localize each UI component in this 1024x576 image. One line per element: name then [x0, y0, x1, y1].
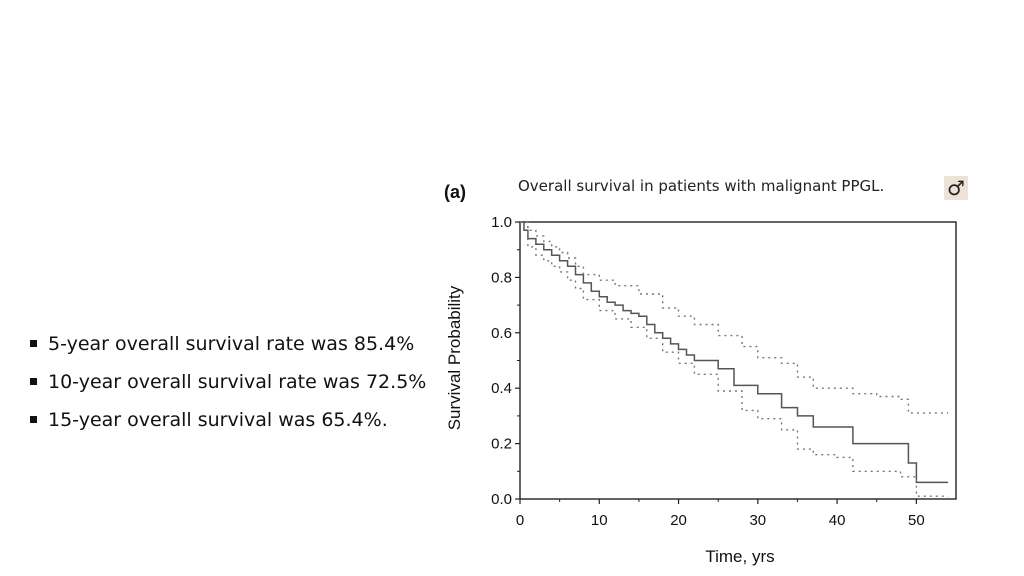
bullet-item-10-year: 10-year overall survival rate was 72.5%	[28, 368, 426, 406]
y-tick-label-2: 0.4	[491, 380, 512, 397]
panel-label: (a)	[444, 182, 466, 202]
y-axis-label: Survival Probability	[445, 285, 464, 430]
bullet-item-5-year: 5-year overall survival rate was 85.4%	[28, 330, 426, 368]
bullet-text: 5-year overall survival rate was 85.4%	[48, 333, 415, 355]
x-tick-label-0: 0	[516, 512, 524, 529]
square-bullet-icon	[30, 340, 37, 347]
chart-title: Overall survival in patients with malign…	[518, 177, 884, 195]
plot-frame	[519, 221, 957, 500]
male-symbol-icon: ♂	[947, 176, 965, 200]
bullet-list: 5-year overall survival rate was 85.4% 1…	[28, 330, 426, 444]
y-tick-label-5: 1.0	[491, 214, 512, 231]
square-bullet-icon	[30, 378, 37, 385]
x-tick-label-2: 20	[670, 512, 687, 529]
lower-ci-curve	[520, 221, 949, 497]
y-tick-label-3: 0.6	[491, 325, 512, 342]
bullet-text: 10-year overall survival rate was 72.5%	[48, 371, 427, 393]
x-tick-label-5: 50	[908, 512, 925, 529]
x-axis-label: Time, yrs	[705, 547, 774, 566]
upper-ci-curve	[520, 221, 949, 414]
male-symbol-icon-background	[944, 176, 968, 200]
y-tick-label-4: 0.8	[491, 269, 512, 286]
x-tick-label-1: 10	[591, 512, 608, 529]
x-tick-label-4: 40	[829, 512, 846, 529]
bullet-item-15-year: 15-year overall survival was 65.4%.	[28, 406, 426, 444]
y-tick-label-0: 0.0	[491, 491, 512, 508]
plot-area: 0 10 20 30 40 50 0.0 0.2 0.4 0.6 0.8 1.0	[491, 214, 957, 529]
survival-curve	[520, 221, 949, 484]
x-tick-label-3: 30	[749, 512, 766, 529]
bullet-text: 15-year overall survival was 65.4%.	[48, 409, 388, 431]
square-bullet-icon	[30, 416, 37, 423]
y-tick-label-1: 0.2	[491, 436, 512, 453]
survival-chart: (a) Overall survival in patients with ma…	[444, 176, 968, 566]
